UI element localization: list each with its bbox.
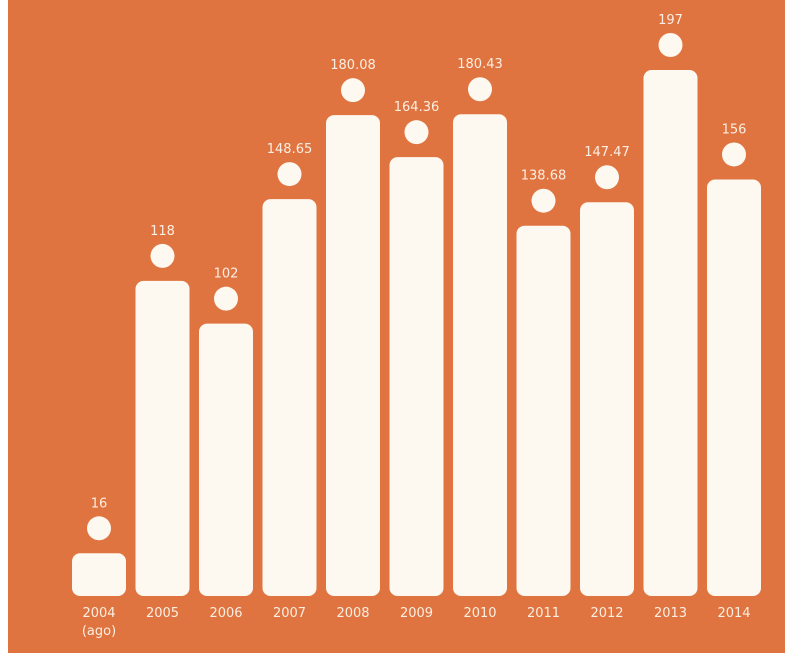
bar-2005 xyxy=(135,280,190,596)
bar-2010 xyxy=(453,114,507,597)
value-label: 138.68 xyxy=(521,169,567,184)
category-label: 2011 xyxy=(527,606,560,621)
category-label: 2006 xyxy=(209,606,242,621)
category-label: 2009 xyxy=(400,606,433,621)
category-label: 2014 xyxy=(717,606,750,621)
value-marker xyxy=(658,33,683,57)
chart-background: 16 118 102 148.65 180.08 164.36 180.43 138.68 14… xyxy=(8,0,785,653)
value-label: 197 xyxy=(658,13,683,28)
bar-2012 xyxy=(580,202,634,596)
category-labels: 2004 (ago) 2005 2006 2007 2008 2009 2010 2011 201… xyxy=(82,606,751,639)
category-label: 2005 xyxy=(146,606,179,621)
value-label: 147.47 xyxy=(584,145,630,160)
value-marker xyxy=(595,165,619,190)
value-label: 180.08 xyxy=(330,58,376,73)
value-marker xyxy=(150,243,175,268)
category-label: 2008 xyxy=(336,606,369,621)
value-marker xyxy=(531,188,556,213)
category-label: 2013 xyxy=(654,606,687,621)
bar-chart: 16 118 102 148.65 180.08 164.36 180.43 138.68 14… xyxy=(72,13,761,639)
bar-2007 xyxy=(262,199,317,596)
value-label: 148.65 xyxy=(267,142,313,157)
category-label: 2004 (ago) xyxy=(82,606,116,639)
bar-2008 xyxy=(326,115,380,597)
value-marker xyxy=(404,120,429,145)
bar-2009 xyxy=(389,157,444,596)
value-label: 102 xyxy=(214,267,239,282)
value-label: 156 xyxy=(722,122,747,137)
category-label: 2010 xyxy=(463,606,496,621)
bar-2004 xyxy=(72,553,126,596)
category-label: 2007 xyxy=(273,606,306,621)
value-label: 118 xyxy=(150,224,175,239)
value-marker xyxy=(87,516,111,541)
value-labels: 16 118 102 148.65 180.08 164.36 180.43 138.68 14… xyxy=(91,13,747,511)
value-marker xyxy=(214,286,238,311)
value-label: 164.36 xyxy=(394,100,440,115)
value-marker xyxy=(722,142,746,167)
bar-2006 xyxy=(199,323,253,596)
value-marker xyxy=(277,162,302,187)
value-label: 16 xyxy=(91,496,108,511)
value-marker xyxy=(468,77,492,102)
bar-2013 xyxy=(643,70,698,596)
value-label: 180.43 xyxy=(457,57,503,72)
bar-2011 xyxy=(516,225,571,597)
value-markers xyxy=(87,33,746,541)
category-label: 2012 xyxy=(590,606,623,621)
bar-2014 xyxy=(707,179,761,596)
value-marker xyxy=(341,78,365,103)
bars xyxy=(72,70,761,597)
